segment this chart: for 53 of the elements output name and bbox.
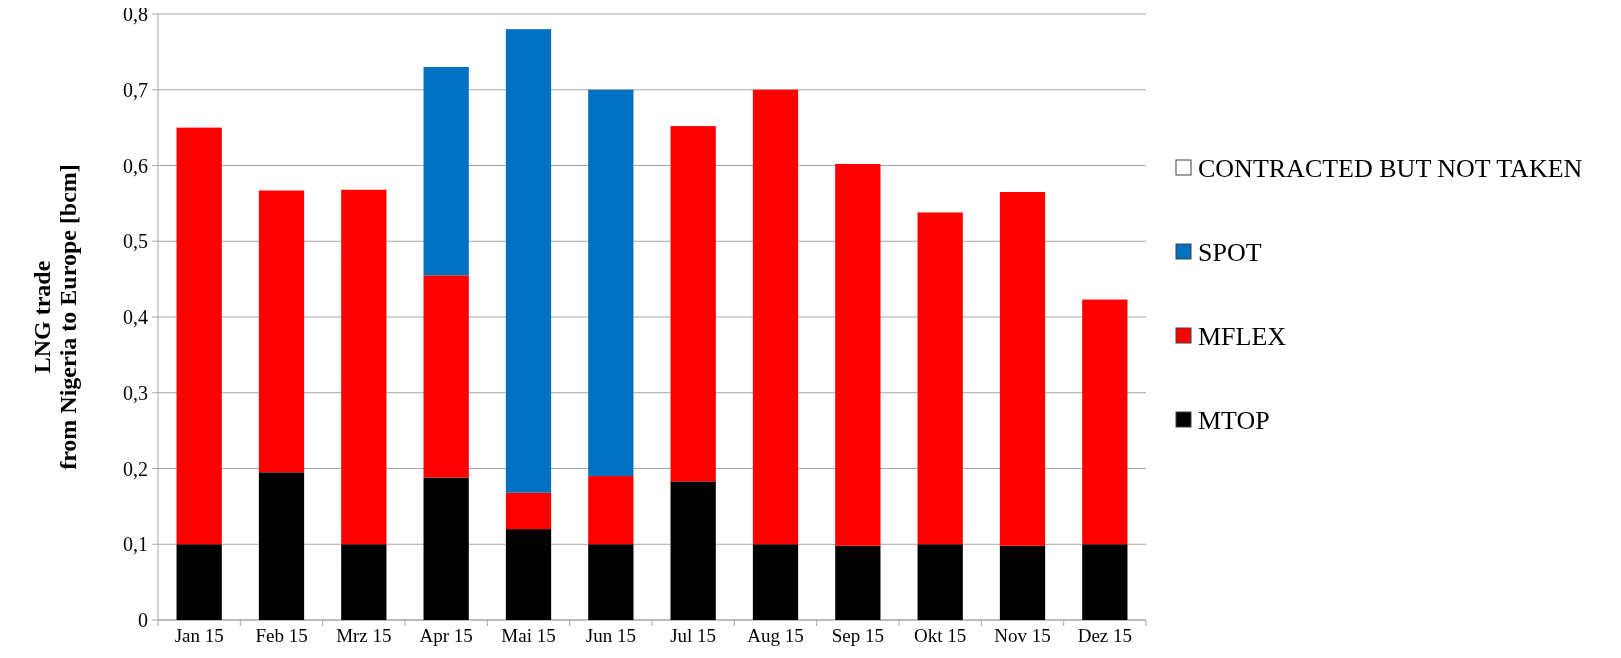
bar bbox=[835, 163, 881, 546]
y-tick-label: 0 bbox=[138, 609, 148, 631]
bar bbox=[505, 492, 552, 530]
bar bbox=[258, 190, 305, 473]
bar bbox=[999, 192, 1046, 546]
bar bbox=[341, 544, 387, 620]
x-tick-label: Mrz 15 bbox=[336, 625, 392, 646]
bar bbox=[588, 544, 634, 620]
y-tick-label: 0,7 bbox=[123, 78, 148, 101]
bar bbox=[588, 476, 634, 545]
y-tick-label: 0,2 bbox=[123, 457, 148, 480]
x-tick-label: Aug 15 bbox=[747, 625, 804, 646]
bar bbox=[588, 89, 634, 477]
bar bbox=[505, 529, 552, 620]
bar bbox=[1082, 544, 1128, 620]
bar bbox=[917, 212, 963, 545]
y-tick-label: 0,3 bbox=[123, 381, 148, 404]
y-tick-label: 0,6 bbox=[123, 154, 148, 177]
y-tick-label: 0,8 bbox=[123, 3, 148, 25]
bar bbox=[423, 67, 469, 276]
bar bbox=[258, 472, 305, 620]
x-tick-label: Jun 15 bbox=[585, 625, 636, 646]
x-tick-label: Dez 15 bbox=[1077, 625, 1133, 646]
bar bbox=[423, 477, 469, 620]
legend-label: MFLEX bbox=[1198, 322, 1287, 352]
bar bbox=[999, 545, 1046, 620]
bar bbox=[423, 275, 469, 478]
bar bbox=[341, 189, 387, 545]
bar bbox=[1082, 299, 1128, 545]
y-axis-title: LNG trade from Nigeria to Europe [bcm] bbox=[28, 164, 82, 470]
y-tick-label: 0,1 bbox=[123, 533, 148, 556]
x-tick-label: Nov 15 bbox=[994, 625, 1051, 646]
bar bbox=[670, 126, 716, 482]
x-tick-label: Sep 15 bbox=[831, 625, 884, 646]
bar bbox=[835, 545, 881, 620]
bar bbox=[752, 544, 799, 620]
bar bbox=[505, 29, 552, 493]
y-tick-label: 0,5 bbox=[123, 230, 148, 253]
x-tick-label: Jul 15 bbox=[670, 625, 717, 646]
x-tick-label: Mai 15 bbox=[501, 625, 556, 646]
x-tick-label: Okt 15 bbox=[914, 625, 967, 646]
legend-label: CONTRACTED BUT NOT TAKEN bbox=[1198, 154, 1583, 184]
bar bbox=[752, 89, 799, 545]
bar bbox=[176, 544, 222, 620]
x-tick-label: Feb 15 bbox=[255, 625, 308, 646]
bar bbox=[917, 544, 963, 620]
x-tick-label: Jan 15 bbox=[174, 625, 224, 646]
bar bbox=[176, 127, 222, 545]
legend-label: MTOP bbox=[1198, 406, 1270, 436]
y-tick-label: 0,4 bbox=[123, 306, 148, 328]
bar bbox=[670, 481, 716, 620]
legend-label: SPOT bbox=[1198, 238, 1262, 268]
x-tick-label: Apr 15 bbox=[419, 625, 473, 646]
